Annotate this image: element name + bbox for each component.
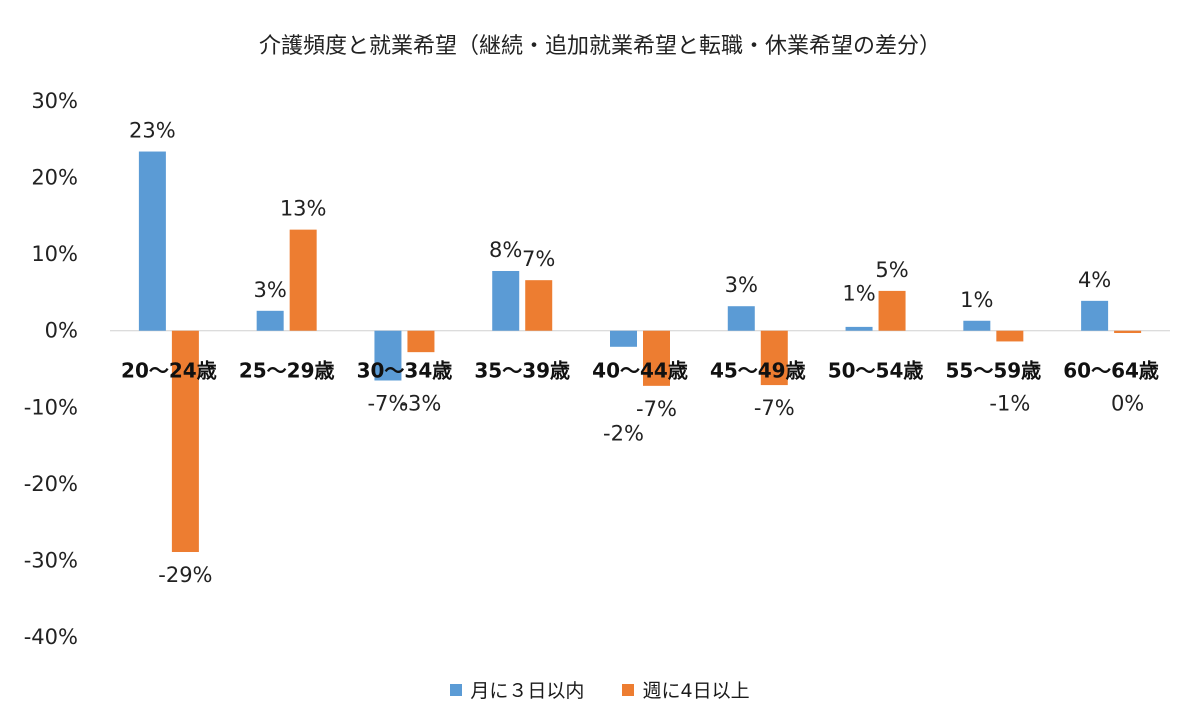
- legend-item-weekly: 週に4日以上: [622, 676, 750, 703]
- legend: 月に３日以内 週に4日以上: [0, 676, 1200, 703]
- bar-monthly: [492, 270, 520, 331]
- data-label-monthly: -2%: [603, 422, 644, 446]
- bar-weekly: [996, 330, 1024, 342]
- bar-monthly: [610, 330, 637, 347]
- data-label-weekly: 0%: [1111, 392, 1144, 416]
- data-label-weekly: -1%: [989, 392, 1030, 416]
- y-tick-label: -40%: [24, 625, 78, 649]
- legend-label-monthly: 月に３日以内: [470, 680, 585, 702]
- data-label-monthly: 3%: [254, 278, 287, 302]
- category-label: 50～54歳: [828, 359, 924, 383]
- bar-monthly: [727, 306, 755, 331]
- category-label: 55～59歳: [945, 359, 1041, 383]
- category-label: 20～24歳: [121, 359, 217, 383]
- bar-monthly: [256, 310, 284, 331]
- legend-swatch-weekly: [622, 683, 635, 696]
- bar-weekly: [760, 330, 788, 386]
- y-tick-label: 10%: [31, 242, 78, 266]
- bar-monthly: [845, 326, 873, 331]
- data-label-weekly: 7%: [522, 247, 555, 271]
- bar-weekly: [878, 290, 906, 331]
- bar-weekly: [525, 280, 553, 331]
- category-label: 25～29歳: [239, 359, 335, 383]
- category-label: 60～64歳: [1063, 359, 1159, 383]
- y-tick-label: -10%: [24, 395, 78, 419]
- data-label-weekly: 5%: [875, 258, 908, 282]
- legend-item-monthly: 月に３日以内: [450, 676, 584, 703]
- data-label-weekly: -7%: [636, 397, 677, 421]
- bar-weekly: [407, 330, 435, 353]
- bar-weekly: [289, 229, 317, 331]
- bar-monthly: [374, 330, 402, 381]
- legend-label-weekly: 週に4日以上: [642, 680, 750, 702]
- bar-monthly: [138, 151, 166, 331]
- bar-monthly: [1081, 300, 1109, 331]
- y-tick-label: -20%: [24, 472, 78, 496]
- data-label-weekly: -29%: [158, 563, 212, 587]
- category-label: 45～49歳: [710, 359, 806, 383]
- data-label-monthly: 23%: [129, 119, 176, 143]
- data-label-monthly: 3%: [725, 273, 758, 297]
- data-label-monthly: 1%: [842, 282, 875, 306]
- bar-weekly: [1114, 330, 1142, 334]
- chart-title: 介護頻度と就業希望（継続・追加就業希望と転職・休業希望の差分）: [258, 34, 941, 59]
- legend-swatch-monthly: [450, 683, 463, 696]
- bar-weekly: [171, 330, 199, 553]
- category-label: 30～34歳: [357, 359, 453, 383]
- data-label-weekly: 13%: [280, 197, 327, 221]
- data-label-weekly: -7%: [754, 396, 795, 420]
- y-tick-label: -30%: [24, 548, 78, 572]
- data-label-monthly: 1%: [960, 288, 993, 312]
- y-tick-label: 20%: [31, 166, 78, 190]
- y-tick-label: 0%: [45, 319, 78, 343]
- data-label-monthly: 4%: [1078, 268, 1111, 292]
- data-label-weekly: -3%: [400, 392, 441, 416]
- data-label-monthly: -7%: [367, 391, 408, 415]
- y-tick-label: 30%: [31, 89, 78, 113]
- bar-weekly: [643, 330, 670, 386]
- category-label: 40～44歳: [592, 359, 688, 383]
- category-label: 35～39歳: [474, 359, 570, 383]
- data-label-monthly: 8%: [489, 238, 522, 262]
- bar-monthly: [963, 320, 991, 331]
